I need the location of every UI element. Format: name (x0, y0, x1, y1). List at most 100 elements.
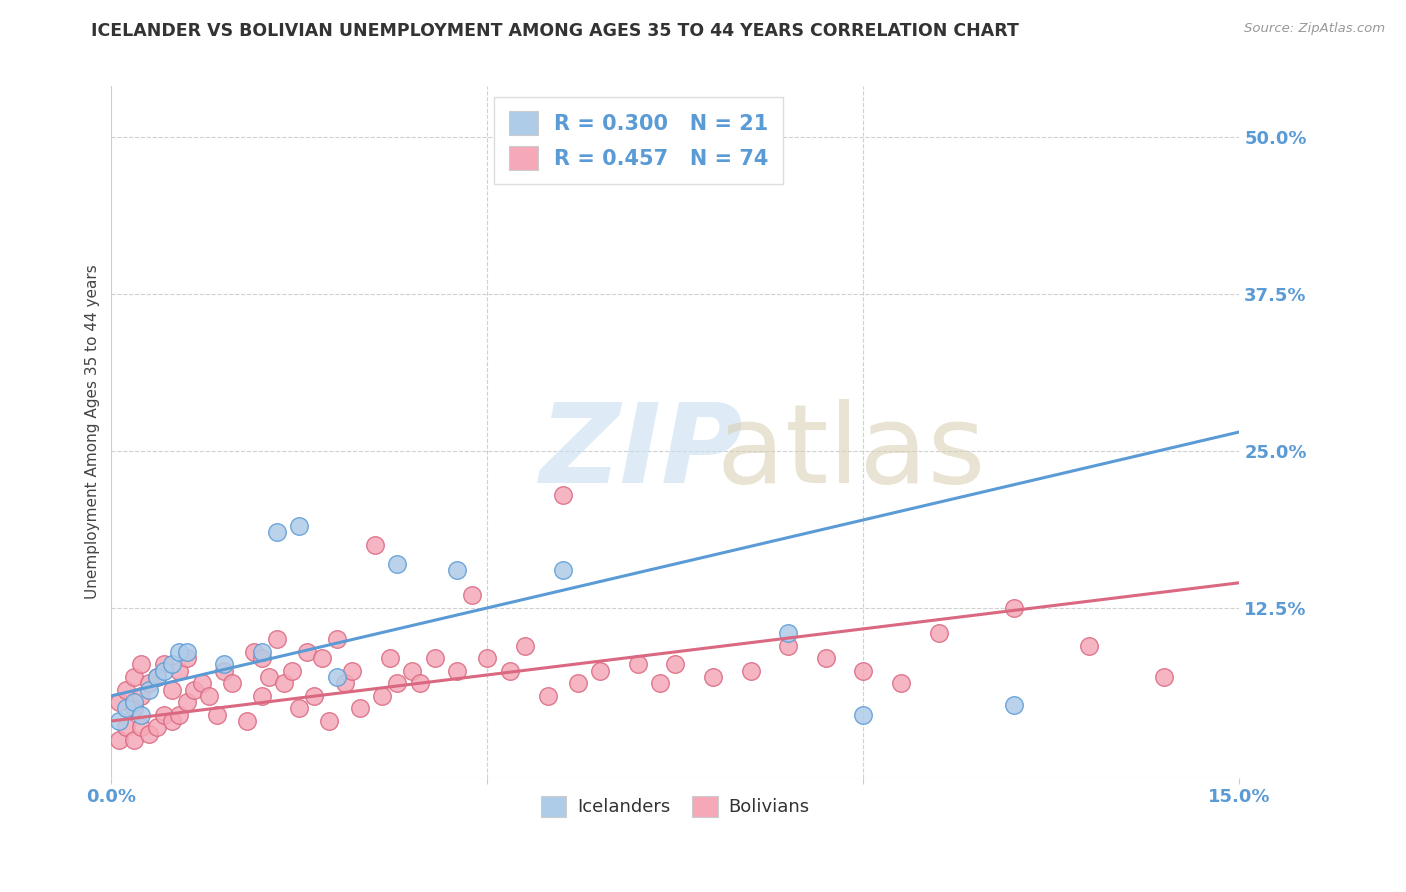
Point (385, 676, 408, 690)
Point (423, 651, 446, 665)
Point (167, 664, 190, 678)
Point (138, 682, 160, 697)
Point (311, 651, 333, 665)
Point (212, 664, 235, 678)
Point (326, 670, 349, 684)
Text: ZIP: ZIP (540, 400, 744, 506)
Point (928, 626, 950, 640)
Point (221, 676, 243, 690)
Point (333, 676, 356, 690)
Point (499, 664, 522, 678)
Point (536, 689, 558, 703)
Point (153, 707, 176, 722)
Point (477, 651, 499, 665)
Point (145, 670, 167, 684)
Point (108, 732, 131, 747)
Point (318, 714, 340, 728)
Point (250, 689, 273, 703)
Point (115, 682, 138, 697)
Point (160, 714, 183, 728)
Text: ICELANDER VS BOLIVIAN UNEMPLOYMENT AMONG AGES 35 TO 44 YEARS CORRELATION CHART: ICELANDER VS BOLIVIAN UNEMPLOYMENT AMONG… (91, 22, 1019, 40)
Point (778, 639, 800, 653)
Point (115, 720, 138, 734)
Point (378, 651, 401, 665)
Point (551, 488, 574, 502)
Point (122, 701, 145, 715)
Point (650, 676, 672, 690)
Point (131, 657, 153, 672)
Point (326, 632, 349, 647)
Point (205, 707, 228, 722)
Point (167, 645, 190, 659)
Point (778, 626, 800, 640)
Point (212, 657, 235, 672)
Point (190, 676, 212, 690)
Point (852, 664, 875, 678)
Point (250, 651, 273, 665)
Point (702, 670, 724, 684)
Point (814, 651, 837, 665)
Point (176, 645, 198, 659)
Point (176, 651, 198, 665)
Point (363, 538, 385, 552)
Point (340, 664, 363, 678)
Point (183, 682, 205, 697)
Point (627, 657, 650, 672)
Point (401, 664, 423, 678)
Point (122, 695, 145, 709)
Point (295, 645, 318, 659)
Point (371, 689, 394, 703)
Point (1002, 698, 1025, 712)
Point (266, 525, 288, 540)
Point (108, 714, 131, 728)
Point (115, 701, 138, 715)
Point (153, 657, 176, 672)
Point (551, 563, 574, 577)
Point (243, 645, 266, 659)
Point (1002, 601, 1025, 615)
Point (385, 557, 408, 571)
Legend: Icelanders, Bolivians: Icelanders, Bolivians (534, 789, 817, 824)
Point (281, 664, 304, 678)
Text: atlas: atlas (540, 400, 986, 506)
Point (259, 670, 281, 684)
Point (273, 676, 295, 690)
Point (266, 632, 288, 647)
Point (122, 670, 145, 684)
Point (349, 701, 371, 715)
Point (153, 664, 176, 678)
Point (160, 682, 183, 697)
Point (236, 714, 259, 728)
Point (589, 664, 612, 678)
Point (513, 639, 536, 653)
Point (446, 664, 468, 678)
Point (304, 689, 326, 703)
Point (409, 676, 432, 690)
Point (890, 676, 912, 690)
Point (288, 701, 311, 715)
Point (167, 707, 190, 722)
Point (664, 657, 686, 672)
Point (131, 689, 153, 703)
Point (131, 720, 153, 734)
Point (1077, 639, 1099, 653)
Text: Source: ZipAtlas.com: Source: ZipAtlas.com (1244, 22, 1385, 36)
Point (567, 676, 589, 690)
Point (1153, 670, 1175, 684)
Y-axis label: Unemployment Among Ages 35 to 44 years: Unemployment Among Ages 35 to 44 years (86, 265, 100, 599)
Point (198, 689, 221, 703)
Point (145, 670, 167, 684)
Point (138, 676, 160, 690)
Point (250, 645, 273, 659)
Point (108, 695, 131, 709)
Point (138, 726, 160, 740)
Point (740, 664, 762, 678)
Point (131, 707, 153, 722)
Point (160, 657, 183, 672)
Point (122, 732, 145, 747)
Point (852, 707, 875, 722)
Point (288, 519, 311, 533)
Point (461, 588, 484, 602)
Point (446, 563, 468, 577)
Point (176, 695, 198, 709)
